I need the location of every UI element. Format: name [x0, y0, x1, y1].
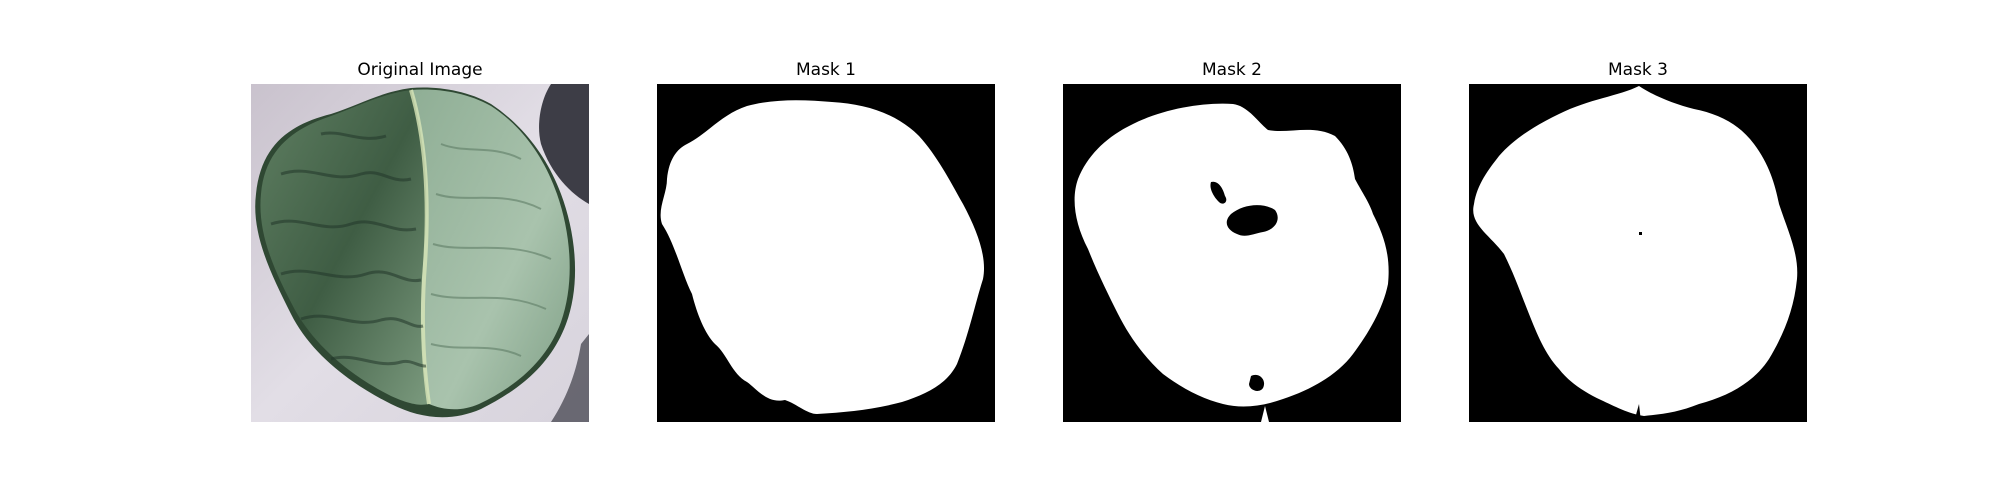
panel-original-image: Original Image [251, 56, 589, 422]
panel-mask-2: Mask 2 [1063, 56, 1401, 422]
panel-title: Mask 1 [795, 60, 856, 80]
mask-2-image [1063, 84, 1401, 422]
panel-mask-3: Mask 3 [1469, 56, 1807, 422]
panel-title: Mask 2 [1201, 60, 1262, 80]
panel-mask-1: Mask 1 [657, 56, 995, 422]
original-image [251, 84, 589, 422]
mask-1-image [657, 84, 995, 422]
panel-title: Original Image [357, 60, 483, 80]
panel-title: Mask 3 [1607, 60, 1668, 80]
mask-3-image [1469, 84, 1807, 422]
